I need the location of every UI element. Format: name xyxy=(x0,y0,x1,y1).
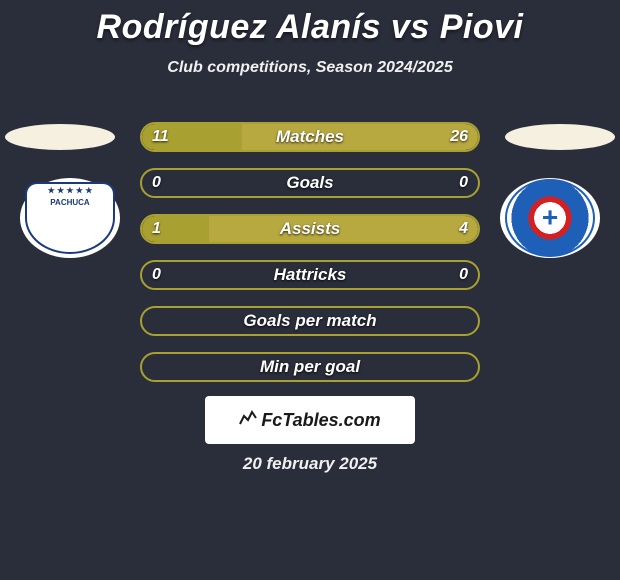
club-left-badge xyxy=(20,178,120,258)
player-right-ellipse xyxy=(505,124,615,150)
club-right-badge xyxy=(500,178,600,258)
comparison-subtitle: Club competitions, Season 2024/2025 xyxy=(0,59,620,77)
stat-row: Min per goal xyxy=(140,352,480,382)
fctables-logo-icon xyxy=(239,410,257,431)
stat-row: 14Assists xyxy=(140,214,480,244)
stat-row: 1126Matches xyxy=(140,122,480,152)
stat-label: Goals per match xyxy=(142,308,478,334)
comparison-title: Rodríguez Alanís vs Piovi xyxy=(0,0,620,47)
stat-row: 00Hattricks xyxy=(140,260,480,290)
stat-label: Assists xyxy=(142,216,478,242)
stat-label: Min per goal xyxy=(142,354,478,380)
stat-row: Goals per match xyxy=(140,306,480,336)
attribution-text: FcTables.com xyxy=(261,410,380,431)
pachuca-logo-icon xyxy=(20,178,120,258)
cruzazul-logo-icon xyxy=(500,178,600,258)
stat-label: Goals xyxy=(142,170,478,196)
player-left-ellipse xyxy=(5,124,115,150)
stats-bars: 1126Matches 00Goals 14Assists 00Hattricks Go… xyxy=(140,122,480,398)
attribution-badge: FcTables.com xyxy=(205,396,415,444)
snapshot-date: 20 february 2025 xyxy=(0,454,620,474)
stat-label: Hattricks xyxy=(142,262,478,288)
stat-label: Matches xyxy=(142,124,478,150)
stat-row: 00Goals xyxy=(140,168,480,198)
